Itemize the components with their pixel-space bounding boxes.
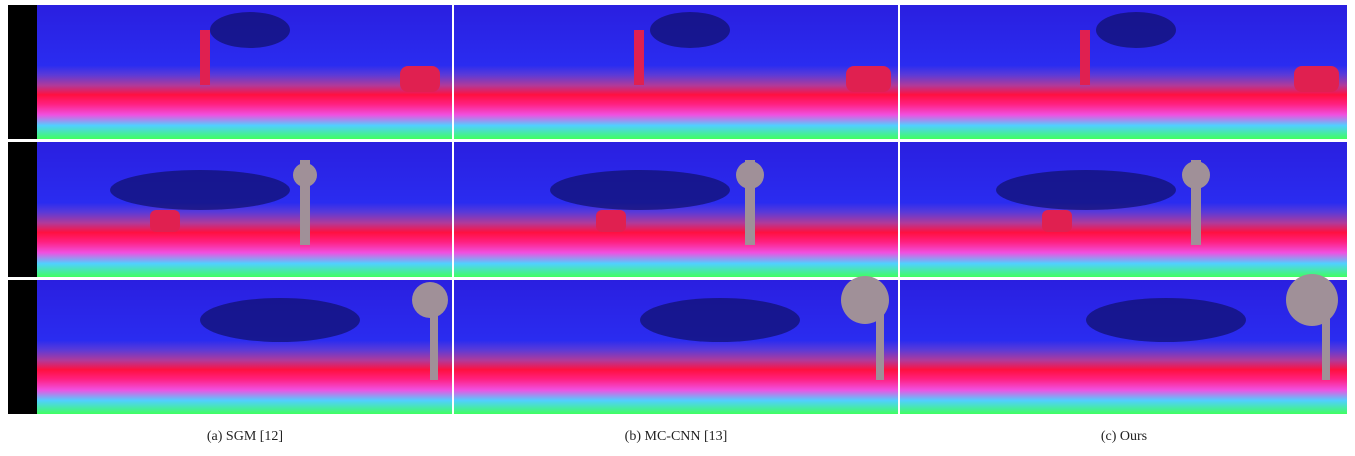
panel-grid bbox=[8, 5, 1347, 414]
caption: (c) Ours bbox=[1101, 429, 1147, 444]
dark-regions bbox=[110, 12, 1246, 342]
caption: (b) MC-CNN [13] bbox=[625, 429, 728, 444]
black-strip bbox=[8, 5, 37, 139]
caption: (a) SGM [12] bbox=[207, 429, 283, 444]
black-strip bbox=[8, 142, 37, 277]
trees bbox=[293, 160, 1338, 380]
disparity-map bbox=[37, 280, 452, 414]
disparity-map bbox=[900, 280, 1347, 414]
disparity-map bbox=[454, 280, 898, 414]
disparity-map bbox=[454, 142, 898, 277]
disparity-map bbox=[37, 142, 452, 277]
black-strip bbox=[8, 280, 37, 414]
near-objects bbox=[150, 30, 1339, 232]
disparity-map bbox=[900, 142, 1347, 277]
